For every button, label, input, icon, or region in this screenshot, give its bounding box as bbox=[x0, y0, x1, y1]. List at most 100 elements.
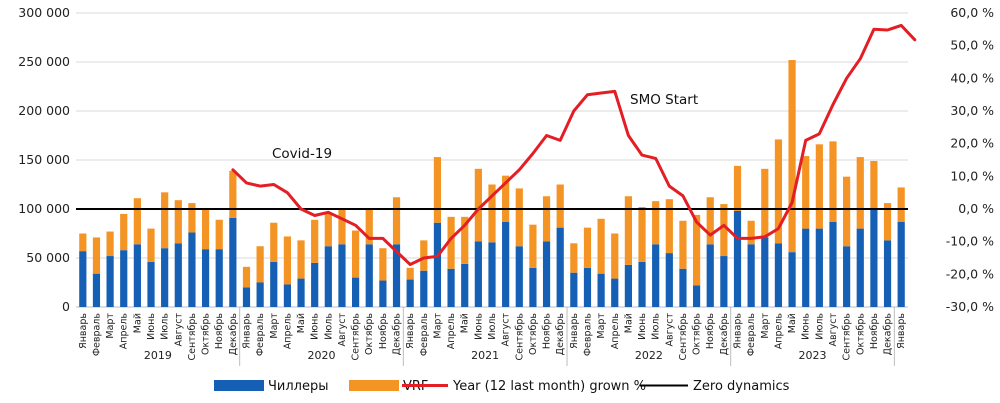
bar-vrf bbox=[556, 184, 564, 228]
bar-chillers bbox=[843, 246, 851, 307]
legend-label-growth: Year (12 last month) grown % bbox=[452, 379, 646, 394]
month-label: Сентябрь bbox=[842, 313, 853, 361]
month-label: Август bbox=[501, 313, 512, 347]
month-label: Март bbox=[760, 313, 771, 339]
month-label: Июль bbox=[651, 313, 662, 340]
bar-vrf bbox=[270, 222, 278, 262]
month-label: Октябрь bbox=[692, 313, 703, 355]
month-label: Февраль bbox=[91, 313, 102, 357]
bar-chillers bbox=[583, 267, 592, 307]
year-label: 2021 bbox=[471, 349, 499, 362]
month-label: Март bbox=[596, 313, 607, 339]
month-label: Октябрь bbox=[364, 313, 375, 355]
bar-chillers bbox=[201, 249, 210, 307]
bar-chillers bbox=[392, 244, 401, 307]
bar-chillers bbox=[365, 244, 373, 307]
bar-vrf bbox=[542, 196, 551, 242]
year-separators bbox=[239, 307, 895, 366]
month-label: Июнь bbox=[801, 313, 812, 340]
month-label: Январь bbox=[733, 313, 744, 349]
bar-vrf bbox=[706, 197, 714, 245]
legend-swatch-vrf bbox=[349, 380, 399, 391]
month-label: Июль bbox=[487, 313, 498, 340]
bar-vrf bbox=[242, 266, 251, 288]
month-label: Октябрь bbox=[201, 313, 212, 355]
bar-vrf bbox=[392, 197, 401, 245]
right-tick-label: -30,0 % bbox=[946, 299, 994, 314]
bar-vrf bbox=[420, 240, 428, 271]
left-tick-label: 50 000 bbox=[26, 250, 70, 265]
bar-vrf bbox=[79, 233, 87, 252]
bar-chillers bbox=[542, 241, 551, 307]
month-label: Март bbox=[105, 313, 116, 339]
left-axis: 0 50 000 100 000 150 000 200 000 250 000 300 0… bbox=[18, 5, 70, 314]
month-label: Апрель bbox=[282, 313, 293, 350]
right-tick-label: 30,0 % bbox=[950, 103, 994, 118]
left-tick-label: 250 000 bbox=[18, 54, 70, 69]
right-tick-label: 10,0 % bbox=[950, 168, 994, 183]
bar-chillers bbox=[570, 272, 578, 307]
bar-vrf bbox=[720, 204, 728, 257]
bar-chillers bbox=[215, 249, 223, 307]
left-tick-label: 0 bbox=[62, 299, 70, 314]
month-label: Март bbox=[269, 313, 280, 339]
bar-chillers bbox=[529, 267, 537, 307]
month-label: Март bbox=[432, 313, 443, 339]
bar-chillers bbox=[120, 250, 128, 307]
bar-vrf bbox=[188, 203, 196, 233]
bar-vrf bbox=[897, 187, 905, 222]
bar-chillers bbox=[92, 273, 101, 307]
bar-chillers bbox=[352, 277, 360, 307]
right-axis: -30,0 % -20,0 % -10,0 % 0,0 % 10,0 % 20,0 % 30… bbox=[946, 5, 994, 314]
bar-vrf bbox=[311, 219, 319, 263]
month-label: Июнь bbox=[146, 313, 157, 340]
right-tick-label: -20,0 % bbox=[946, 266, 994, 281]
month-label: Январь bbox=[241, 313, 252, 349]
bar-vrf bbox=[106, 231, 114, 257]
right-tick-label: 20,0 % bbox=[950, 136, 994, 151]
bar-vrf bbox=[283, 236, 292, 285]
bar-vrf bbox=[502, 175, 510, 222]
bar-chillers bbox=[256, 282, 264, 307]
month-label: Сентябрь bbox=[187, 313, 198, 361]
annotation-smo: SMO Start bbox=[630, 92, 698, 108]
bar-vrf bbox=[583, 227, 592, 268]
bar-vrf bbox=[338, 209, 346, 245]
bar-vrf bbox=[433, 157, 442, 223]
bar-vrf bbox=[788, 60, 796, 253]
month-label: Апрель bbox=[446, 313, 457, 350]
bar-chillers bbox=[270, 261, 278, 307]
bar-vrf bbox=[747, 220, 755, 245]
bar-chillers bbox=[720, 256, 728, 307]
bar-chillers bbox=[747, 244, 755, 307]
bar-vrf bbox=[802, 156, 810, 229]
bar-vrf bbox=[324, 213, 332, 247]
bar-vrf bbox=[883, 203, 892, 241]
bar-vrf bbox=[92, 237, 101, 274]
bar-vrf bbox=[761, 168, 769, 238]
bar-vrf bbox=[515, 188, 523, 247]
bar-chillers bbox=[488, 242, 496, 307]
bar-chillers bbox=[106, 256, 114, 307]
year-label: 2019 bbox=[144, 349, 172, 362]
month-label: Ноябрь bbox=[214, 313, 225, 350]
bar-chillers bbox=[774, 243, 783, 307]
month-label: Апрель bbox=[773, 313, 784, 350]
month-label: Июль bbox=[323, 313, 334, 340]
bar-chillers bbox=[597, 273, 605, 307]
bar-chillers bbox=[502, 221, 510, 307]
year-label: 2020 bbox=[308, 349, 336, 362]
bar-chillers bbox=[679, 268, 687, 307]
legend-label-zero: Zero dynamics bbox=[693, 379, 790, 394]
month-label: Декабрь bbox=[883, 313, 894, 356]
bar-chillers bbox=[624, 264, 632, 307]
bar-chillers bbox=[379, 280, 387, 307]
bar-vrf bbox=[624, 196, 632, 265]
month-label: Декабрь bbox=[555, 313, 566, 356]
month-label: Апрель bbox=[610, 313, 621, 350]
year-labels: 2019 2020 2021 2022 2023 bbox=[144, 349, 827, 362]
month-label: Июнь bbox=[310, 313, 321, 340]
legend: Чиллеры VRF Year (12 last month) grown %… bbox=[214, 379, 790, 394]
month-label: Февраль bbox=[582, 313, 593, 357]
month-label: Август bbox=[828, 313, 839, 347]
